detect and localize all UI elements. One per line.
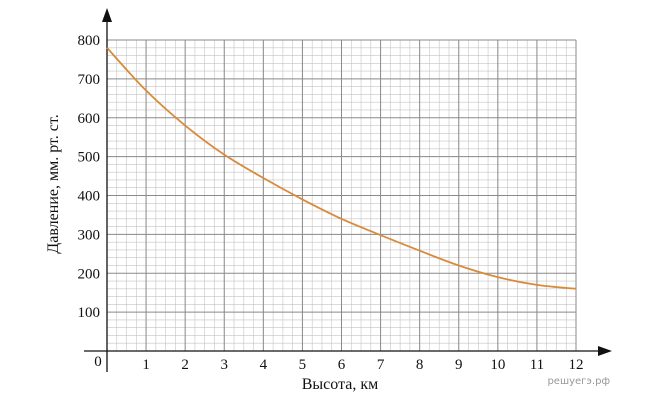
y-tick-label: 500 — [78, 150, 101, 166]
y-axis-title: Давление, мм. рт. ст. — [45, 114, 62, 253]
y-tick-label: 800 — [78, 33, 101, 49]
y-tick-label: 300 — [78, 227, 101, 243]
x-tick-label: 8 — [416, 357, 424, 373]
y-tick-label: 400 — [78, 189, 101, 205]
x-axis-title: Высота, км — [302, 376, 379, 393]
x-tick-label: 12 — [569, 357, 584, 373]
y-tick-label: 600 — [78, 111, 101, 127]
x-tick-label: 10 — [490, 357, 505, 373]
x-tick-label: 3 — [221, 357, 229, 373]
x-tick-label: 4 — [260, 357, 268, 373]
x-tick-label: 6 — [338, 357, 346, 373]
x-tick-label: 2 — [181, 357, 189, 373]
x-tick-label: 9 — [455, 357, 463, 373]
y-tick-label: 100 — [78, 305, 101, 321]
y-tick-label: 200 — [78, 266, 101, 282]
y-tick-label: 700 — [78, 72, 101, 88]
x-tick-label: 11 — [530, 357, 544, 373]
axes — [84, 8, 612, 372]
origin-label: 0 — [94, 354, 102, 370]
y-axis-arrow — [102, 8, 112, 22]
x-tick-label: 7 — [377, 357, 385, 373]
series-group — [106, 47, 577, 290]
watermark-text: решуегэ.рф — [547, 376, 610, 387]
major-grid — [107, 39, 577, 351]
series-line — [106, 47, 577, 290]
x-tick-label: 5 — [299, 357, 307, 373]
x-tick-label: 1 — [142, 357, 150, 373]
x-axis-arrow — [598, 346, 612, 356]
